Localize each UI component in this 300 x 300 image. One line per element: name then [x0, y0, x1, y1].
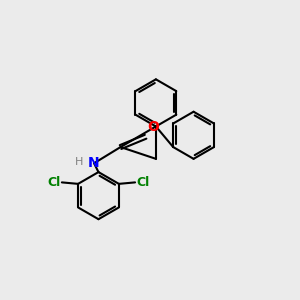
Text: H: H	[75, 157, 84, 167]
Text: Cl: Cl	[47, 176, 60, 189]
Text: N: N	[88, 156, 100, 170]
Text: O: O	[147, 120, 159, 134]
Text: Cl: Cl	[136, 176, 150, 189]
